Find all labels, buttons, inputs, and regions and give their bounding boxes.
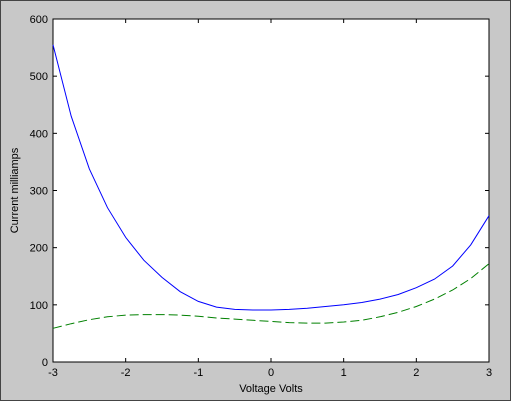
y-tick-label: 400 (30, 128, 48, 140)
x-tick-label: -1 (193, 367, 203, 379)
plot-area (52, 18, 490, 363)
x-tick-label: -2 (121, 367, 131, 379)
y-tick-label: 0 (42, 357, 48, 369)
y-tick-label: 300 (30, 186, 48, 198)
series-line-2 (52, 263, 490, 329)
y-tick-label: 600 (30, 14, 48, 26)
x-tick-label: 2 (413, 367, 419, 379)
series-layer (52, 44, 490, 329)
y-tick-label: 100 (30, 300, 48, 312)
x-tick-label: 3 (486, 367, 492, 379)
tick-layer: -3 -2 -1 0 1 2 3 0 100 200 300 400 500 600 (30, 14, 492, 379)
x-tick-label: 0 (268, 367, 274, 379)
x-axis-label: Voltage Volts (239, 383, 303, 395)
series-line-1 (52, 44, 490, 311)
y-tick-label: 500 (30, 71, 48, 83)
y-tick-label: 200 (30, 243, 48, 255)
x-tick-label: -3 (48, 367, 58, 379)
x-tick-label: 1 (341, 367, 347, 379)
y-axis-label: Current milliamps (9, 147, 21, 233)
